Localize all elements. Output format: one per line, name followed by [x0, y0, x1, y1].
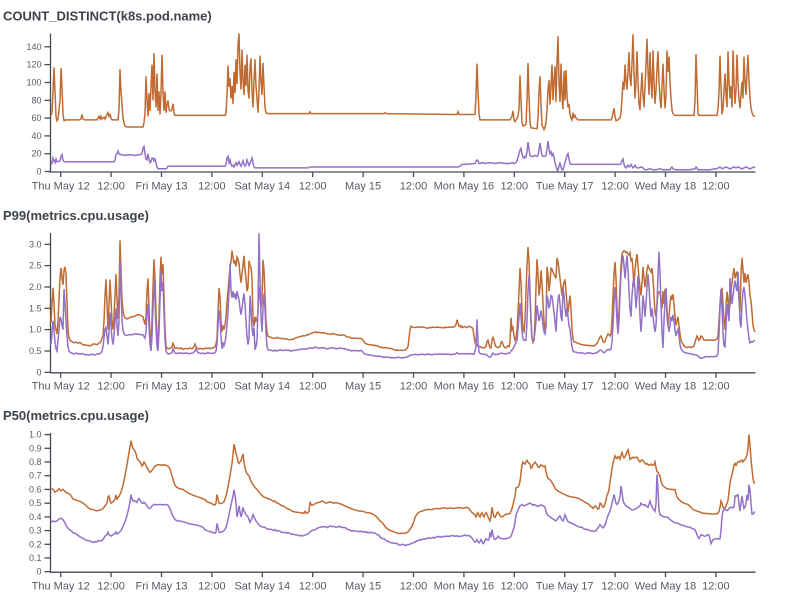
svg-text:12:00: 12:00	[601, 181, 629, 193]
svg-text:12:00: 12:00	[702, 581, 730, 593]
svg-text:2.5: 2.5	[29, 261, 42, 271]
svg-text:Fri May 13: Fri May 13	[136, 581, 188, 593]
svg-text:May 15: May 15	[345, 181, 381, 193]
svg-text:Sat May 14: Sat May 14	[234, 381, 290, 393]
svg-text:May 15: May 15	[345, 581, 381, 593]
svg-text:12:00: 12:00	[501, 581, 529, 593]
svg-text:0.2: 0.2	[29, 539, 42, 549]
svg-text:Fri May 13: Fri May 13	[136, 181, 188, 193]
svg-text:Thu May 12: Thu May 12	[32, 181, 90, 193]
svg-text:0.6: 0.6	[29, 484, 42, 494]
svg-text:12:00: 12:00	[501, 381, 529, 393]
svg-text:2.0: 2.0	[29, 282, 42, 292]
svg-text:0: 0	[36, 567, 41, 577]
svg-text:12:00: 12:00	[299, 381, 327, 393]
svg-text:12:00: 12:00	[198, 181, 226, 193]
svg-text:May 15: May 15	[345, 381, 381, 393]
svg-text:0.5: 0.5	[29, 346, 42, 356]
svg-text:12:00: 12:00	[400, 381, 428, 393]
svg-text:0.5: 0.5	[29, 498, 42, 508]
svg-text:12:00: 12:00	[702, 381, 730, 393]
svg-text:60: 60	[31, 113, 41, 123]
svg-text:12:00: 12:00	[97, 181, 125, 193]
svg-text:P50(metrics.cpu.usage): P50(metrics.cpu.usage)	[3, 408, 149, 423]
svg-text:12:00: 12:00	[299, 181, 327, 193]
svg-text:0.3: 0.3	[29, 526, 42, 536]
svg-text:12:00: 12:00	[501, 181, 529, 193]
svg-text:12:00: 12:00	[198, 381, 226, 393]
svg-text:0.1: 0.1	[29, 553, 42, 563]
svg-text:12:00: 12:00	[702, 181, 730, 193]
svg-text:12:00: 12:00	[400, 181, 428, 193]
svg-text:0.7: 0.7	[29, 471, 42, 481]
svg-text:100: 100	[26, 78, 41, 88]
svg-text:0: 0	[36, 167, 41, 177]
svg-text:P99(metrics.cpu.usage): P99(metrics.cpu.usage)	[3, 208, 149, 223]
svg-text:Mon May 16: Mon May 16	[434, 381, 495, 393]
svg-text:1.5: 1.5	[29, 303, 42, 313]
svg-text:40: 40	[31, 131, 41, 141]
svg-text:1.0: 1.0	[29, 430, 42, 440]
svg-text:12:00: 12:00	[97, 581, 125, 593]
svg-text:Wed May 18: Wed May 18	[635, 581, 697, 593]
svg-text:12:00: 12:00	[97, 381, 125, 393]
svg-text:80: 80	[31, 95, 41, 105]
svg-text:12:00: 12:00	[601, 381, 629, 393]
svg-text:0.8: 0.8	[29, 457, 42, 467]
svg-text:0.4: 0.4	[29, 512, 42, 522]
svg-text:120: 120	[26, 60, 41, 70]
svg-text:Fri May 13: Fri May 13	[136, 381, 188, 393]
svg-text:140: 140	[26, 42, 41, 52]
svg-text:20: 20	[31, 149, 41, 159]
svg-text:Thu May 12: Thu May 12	[32, 581, 90, 593]
svg-text:Mon May 16: Mon May 16	[434, 181, 495, 193]
svg-text:12:00: 12:00	[198, 581, 226, 593]
svg-text:COUNT_DISTINCT(k8s.pod.name): COUNT_DISTINCT(k8s.pod.name)	[3, 9, 212, 24]
svg-text:0: 0	[36, 367, 41, 377]
svg-text:Sat May 14: Sat May 14	[234, 181, 290, 193]
svg-text:12:00: 12:00	[299, 581, 327, 593]
svg-text:1.0: 1.0	[29, 325, 42, 335]
svg-text:Tue May 17: Tue May 17	[536, 581, 594, 593]
svg-text:Tue May 17: Tue May 17	[536, 181, 594, 193]
svg-text:12:00: 12:00	[601, 581, 629, 593]
svg-text:Wed May 18: Wed May 18	[635, 381, 697, 393]
svg-text:12:00: 12:00	[400, 581, 428, 593]
svg-text:3.0: 3.0	[29, 239, 42, 249]
svg-text:0.9: 0.9	[29, 443, 42, 453]
svg-text:Sat May 14: Sat May 14	[234, 581, 290, 593]
svg-text:Mon May 16: Mon May 16	[434, 581, 495, 593]
svg-text:Wed May 18: Wed May 18	[635, 181, 697, 193]
svg-text:Thu May 12: Thu May 12	[32, 381, 90, 393]
svg-text:Tue May 17: Tue May 17	[536, 381, 594, 393]
